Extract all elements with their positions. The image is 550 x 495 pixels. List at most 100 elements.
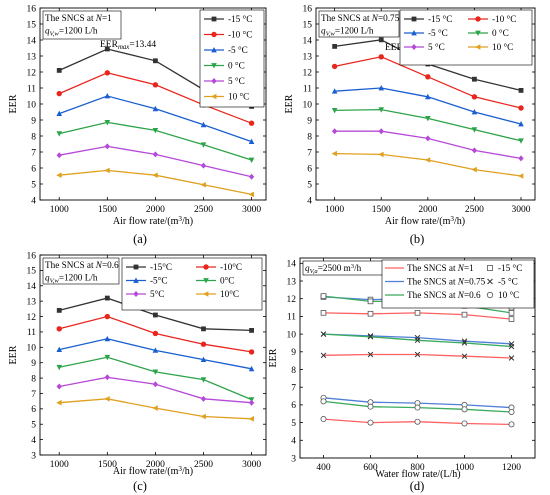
data-point — [248, 173, 255, 180]
data-point — [152, 330, 159, 337]
info-line: The SNCS at N=0.75 — [321, 13, 400, 23]
data-point — [471, 109, 478, 115]
y-tick-label: 8 — [31, 374, 36, 384]
panel-label: (b) — [410, 232, 425, 246]
y-tick-label: 11 — [27, 84, 36, 94]
y-tick-label: 8 — [291, 366, 296, 376]
data-point — [331, 128, 338, 135]
series-6 — [56, 167, 254, 198]
data-point — [508, 408, 515, 415]
legend-item: -5 °C — [404, 28, 448, 38]
data-point — [56, 364, 63, 371]
data-point — [378, 151, 384, 158]
data-point — [508, 316, 515, 322]
data-point — [104, 167, 110, 174]
data-point — [200, 142, 207, 148]
data-point — [104, 93, 111, 99]
data-point — [248, 157, 255, 163]
data-point — [248, 120, 255, 126]
x-axis-label: Air flow rate/(m3/h) — [113, 465, 193, 477]
legend-label: 10 °C — [228, 92, 249, 102]
y-axis-label: EER — [284, 94, 295, 113]
legend-label: -5 °C — [228, 45, 248, 55]
data-point — [320, 398, 327, 405]
data-point — [424, 157, 431, 163]
data-point — [104, 396, 110, 402]
legend-marker — [211, 63, 217, 69]
legend-item: 0 °C — [468, 28, 509, 38]
info-box — [42, 10, 122, 40]
y-tick-label: 5 — [307, 180, 312, 190]
data-point — [200, 356, 207, 363]
data-point — [152, 347, 159, 353]
legend-marker — [203, 291, 209, 297]
data-point — [332, 44, 338, 49]
y-tick-label: 14 — [303, 36, 313, 46]
series-5 — [331, 128, 524, 162]
legend-label: 0°C — [220, 276, 234, 286]
data-point — [367, 298, 374, 305]
data-point — [461, 420, 468, 427]
y-axis-label: EER — [268, 348, 279, 367]
legend-item: 0°C — [196, 276, 234, 286]
legend-item: 5 °C — [404, 42, 445, 52]
legend-item: -15 °C — [404, 14, 452, 24]
y-tick-label: 4 — [31, 196, 36, 206]
info-line: qV,w=1200 L/h — [45, 273, 98, 285]
y-tick-label: 14 — [27, 36, 37, 46]
plot-frame — [39, 254, 267, 456]
y-tick-label: 8 — [31, 132, 36, 142]
legend-label: -5 °C — [428, 28, 448, 38]
x-tick-label: 400 — [316, 463, 331, 473]
y-axis-label: EER — [8, 345, 19, 364]
y-tick-label: 10 — [27, 344, 37, 354]
y-tick-label: 5 — [31, 421, 36, 431]
y-tick-label: 15 — [27, 267, 37, 277]
y-tick-label: 15 — [27, 20, 37, 30]
data-point — [378, 107, 385, 113]
data-point — [518, 88, 524, 93]
legend-label: 5 °C — [428, 42, 445, 52]
legend-item: -10°C — [196, 262, 242, 272]
y-tick-label: 10 — [303, 100, 313, 110]
chart-panel-c: 3 4 5 6 7 8 9 10 11 12 13 14 15 16 1000 1500 2000 2500 300… — [8, 251, 267, 493]
x-tick-label: 1000 — [455, 463, 474, 473]
y-tick-label: 15 — [303, 20, 313, 30]
data-point — [331, 150, 338, 157]
series-5 — [56, 143, 255, 180]
y-tick-label: 4 — [291, 437, 296, 447]
data-point — [200, 413, 206, 420]
data-point — [200, 162, 207, 169]
y-tick-label: 13 — [303, 52, 313, 62]
data-point — [508, 355, 515, 361]
y-tick-label: 10 — [27, 100, 37, 110]
data-point — [425, 116, 431, 122]
data-point — [320, 331, 327, 337]
data-point — [471, 147, 478, 154]
data-point — [414, 337, 421, 344]
legend-box — [381, 259, 535, 309]
data-point — [248, 416, 254, 422]
y-tick-label: 16 — [27, 251, 37, 261]
series-4 — [331, 107, 524, 144]
y-tick-label: 6 — [291, 401, 296, 411]
data-point — [56, 307, 62, 313]
data-point — [461, 311, 468, 318]
data-point — [248, 365, 255, 372]
chart-panel-d: 3 4 5 6 7 8 9 10 11 12 13 14 400 600 800 1000 1200 EER Wat… — [268, 257, 536, 493]
y-tick-label: 9 — [291, 348, 296, 358]
legend-marker — [475, 16, 481, 22]
info-line: qV,a=2500 m3/h — [305, 263, 362, 275]
x-tick-label: 1500 — [372, 205, 391, 215]
legend-label: -15 °C — [498, 263, 522, 273]
data-point — [414, 404, 421, 411]
data-point — [320, 352, 327, 359]
y-tick-label: 5 — [31, 180, 36, 190]
data-point — [248, 399, 255, 406]
legend-marker — [203, 264, 209, 270]
x-axis-label: Water flow rate/(L/h) — [375, 469, 460, 480]
legend-item: 5°C — [126, 289, 164, 299]
x-axis-label: Air flow rate/(m3/h) — [113, 215, 193, 227]
y-tick-label: 12 — [303, 68, 313, 78]
series-1 — [320, 310, 515, 322]
